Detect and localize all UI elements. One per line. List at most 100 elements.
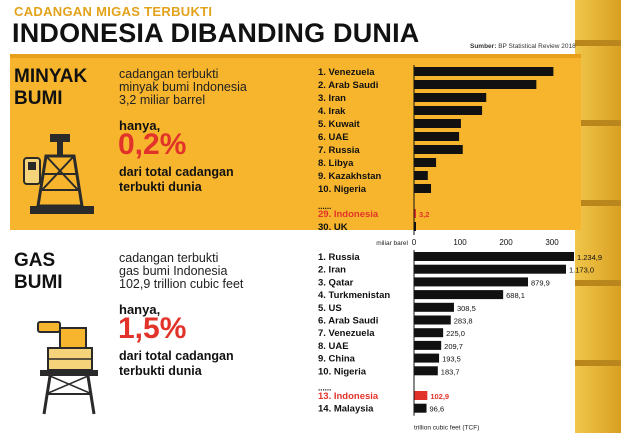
oil-chart-bar: [414, 67, 554, 76]
oil-dari-line2: terbukti dunia: [119, 180, 202, 194]
oil-chart-separator: ......: [318, 202, 331, 211]
oil-dari-line1: dari total cadangan: [119, 165, 234, 179]
oil-chart-tick-label: 100: [453, 238, 467, 247]
gas-title-line1: GAS: [14, 250, 56, 271]
oil-chart-category-label: 4. Irak: [318, 106, 346, 117]
gas-rig-icon: [37, 321, 98, 415]
gas-chart-bar: [414, 328, 444, 338]
gas-chart-value-label: 193,5: [442, 355, 461, 364]
gas-chart-bar: [414, 340, 442, 350]
oil-dari: dari total cadangan terbukti dunia: [119, 165, 234, 195]
source-text: BP Statistical Review 2018: [498, 43, 576, 50]
oil-chart-category-label: 30. UK: [318, 222, 348, 233]
gas-chart-category-label: 10. Nigeria: [318, 366, 367, 377]
oil-hanya: hanya,: [119, 118, 161, 133]
oil-title: MINYAK BUMI: [14, 66, 87, 110]
gas-chart-value-label: 1.173,0: [569, 266, 594, 275]
gas-chart-category-label: 5. US: [318, 303, 342, 314]
gas-chart-category-label: 3. Qatar: [318, 277, 354, 288]
oil-chart-axis-label: miliar barel: [376, 240, 408, 247]
oil-chart-bar: [414, 119, 461, 128]
gas-chart-bar: [414, 277, 529, 287]
source-label: Sumber:: [470, 43, 497, 50]
oil-desc-line3: 3,2 miliar barrel: [119, 93, 206, 107]
oil-chart-bar: [414, 184, 432, 193]
gas-chart-category-label: 2. Iran: [318, 265, 346, 276]
page-title: INDONESIA DIBANDING DUNIA: [12, 18, 420, 48]
gas-chart-value-label: 183,7: [441, 367, 460, 376]
gas-title-line2: BUMI: [14, 272, 63, 293]
gas-chart-category-label: 14. Malaysia: [318, 404, 374, 415]
oil-chart-bar: [414, 171, 428, 180]
oil-chart-bar: [414, 222, 416, 231]
oil-description: cadangan terbukti minyak bumi Indonesia …: [119, 68, 247, 107]
oil-desc-line1: cadangan terbukti: [119, 67, 219, 81]
gas-chart-value-label: 225,0: [446, 329, 465, 338]
gas-dari: dari total cadangan terbukti dunia: [119, 349, 234, 379]
oil-chart-bar: [414, 209, 416, 218]
gas-title: GAS BUMI: [14, 250, 63, 294]
gas-chart-category-label: 7. Venezuela: [318, 328, 375, 339]
gas-percent: 1,5%: [118, 312, 187, 345]
oil-title-line1: MINYAK: [14, 66, 88, 87]
gas-chart-bar: [414, 353, 440, 363]
oil-section-stripe: [10, 54, 581, 58]
gas-chart-category-label: 1. Russia: [318, 252, 360, 263]
gas-desc-line1: cadangan terbukti: [119, 251, 219, 265]
oil-chart-tick-label: 300: [545, 238, 559, 247]
gas-chart-category-label: 9. China: [318, 354, 356, 365]
gas-desc-line2: gas bumi Indonesia: [119, 264, 228, 278]
oil-chart-category-label: 9. Kazakhstan: [318, 171, 382, 182]
oil-chart-tick-label: 200: [499, 238, 513, 247]
gas-chart-value-label: 283,8: [454, 317, 473, 326]
oil-chart-bar: [414, 80, 537, 89]
oil-chart-category-label: 10. Nigeria: [318, 184, 367, 195]
oil-chart-bar: [414, 158, 437, 167]
oil-chart-category-label: 8. Libya: [318, 158, 354, 169]
oil-chart-category-label: 7. Russia: [318, 145, 360, 156]
gas-chart-bar: [414, 252, 574, 261]
supertitle: CADANGAN MIGAS TERBUKTI: [14, 4, 213, 19]
oil-chart-category-label: 5. Kuwait: [318, 119, 361, 130]
oil-chart-category-label: 3. Iran: [318, 93, 346, 104]
gas-chart-value-label: 879,9: [531, 278, 550, 287]
oil-desc-line2: minyak bumi Indonesia: [119, 80, 247, 94]
gas-chart-value-label: 1.234,9: [577, 253, 602, 262]
gas-chart-axis-label: trillion cubic feet (TCF): [414, 425, 479, 432]
oil-title-line2: BUMI: [14, 88, 63, 109]
gas-dari-line1: dari total cadangan: [119, 349, 234, 363]
oil-chart-tick-label: 0: [412, 238, 417, 247]
oil-chart-bar: [414, 145, 463, 154]
gas-desc-line3: 102,9 trillion cubic feet: [119, 277, 244, 291]
gas-chart-bar: [414, 302, 454, 312]
oil-percent: 0,2%: [118, 128, 187, 161]
gas-chart-category-label: 6. Arab Saudi: [318, 316, 378, 327]
gas-chart-value-label: 308,5: [457, 304, 476, 313]
oil-chart-category-label: 1. Venezuela: [318, 67, 375, 78]
gas-hanya: hanya,: [119, 302, 161, 317]
oil-barrels-illustration: [575, 0, 621, 433]
oil-chart-bar: [414, 106, 483, 115]
gas-chart-category-label: 13. Indonesia: [318, 391, 379, 402]
gas-chart-bar: [414, 264, 566, 274]
oil-chart-bar: [414, 132, 460, 141]
oil-chart-category-label: 29. Indonesia: [318, 209, 379, 220]
gas-chart-bar: [414, 290, 504, 300]
gas-chart-bar: [414, 315, 451, 325]
source-note: Sumber: BP Statistical Review 2018: [470, 43, 576, 50]
oil-chart-category-label: 2. Arab Saudi: [318, 80, 378, 91]
gas-dari-line2: terbukti dunia: [119, 364, 202, 378]
gas-chart-value-label: 96,6: [430, 405, 445, 414]
gas-chart-bar: [414, 366, 438, 376]
gas-chart-bar: [414, 391, 428, 400]
gas-chart-category-label: 8. UAE: [318, 341, 349, 352]
gas-chart-value-label: 688,1: [506, 291, 525, 300]
oil-chart-category-label: 6. UAE: [318, 132, 349, 143]
oil-chart-bar: [414, 93, 487, 102]
gas-chart-value-label: 102,9: [430, 392, 449, 401]
gas-chart-category-label: 4. Turkmenistan: [318, 290, 390, 301]
oil-pump-icon: [23, 134, 94, 214]
oil-chart-value-label: 3,2: [419, 210, 429, 219]
gas-chart-value-label: 209,7: [444, 342, 463, 351]
